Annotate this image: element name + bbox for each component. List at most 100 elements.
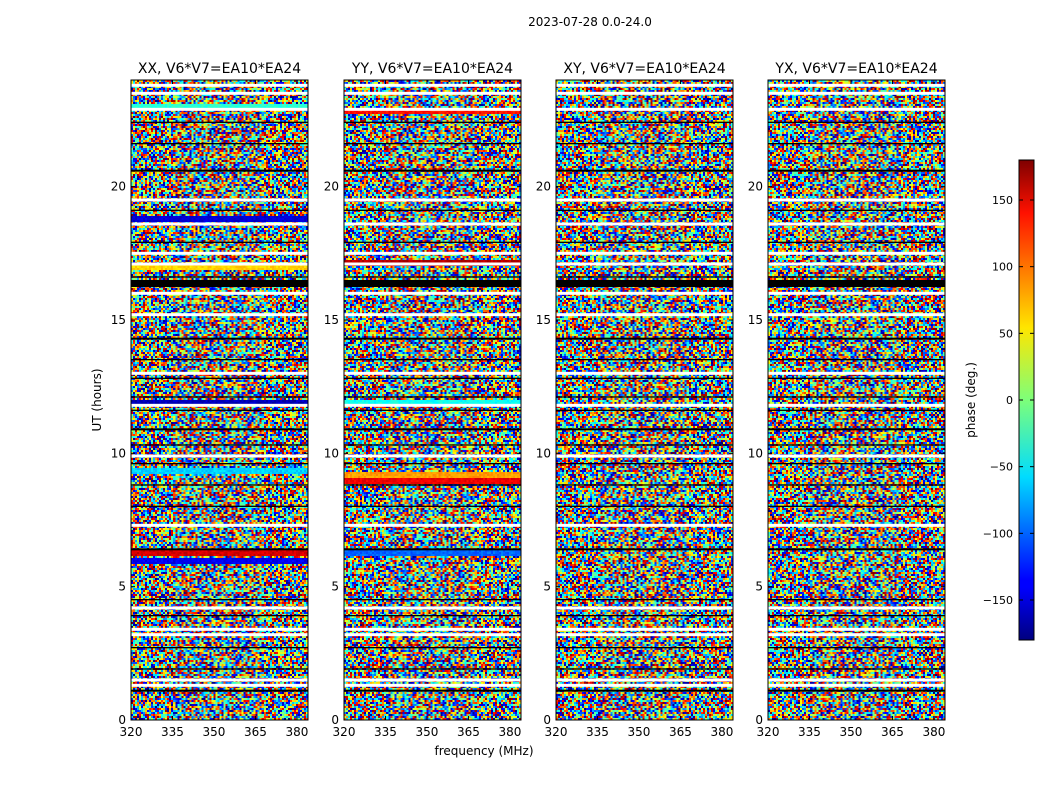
flag-black-row (344, 241, 521, 243)
flag-white-row (344, 633, 521, 637)
flag-black-row (131, 121, 308, 123)
panel-3: YX, V6*V7=EA10*EA24 320 335 350 365 380 0 5 10 15… (748, 61, 946, 739)
flag-white-row (556, 262, 733, 266)
flag-black-row (131, 615, 308, 617)
flag-black-row (768, 337, 945, 340)
x-tick-label: 320 (545, 725, 568, 739)
panel-2-frame (555, 79, 734, 721)
flag-white-row (344, 313, 521, 317)
y-tick-label: 20 (324, 180, 339, 194)
flag-black-row (556, 615, 733, 617)
flag-white-row (131, 291, 308, 295)
flag-white-row (344, 683, 521, 687)
flag-black-row (344, 337, 521, 340)
flag-white-row (556, 683, 733, 687)
y-tick-label: 0 (331, 713, 339, 727)
x-tick-label: 350 (416, 725, 439, 739)
flag-black-row (768, 359, 945, 361)
y-tick-label: 5 (543, 580, 551, 594)
flag-white-row (344, 403, 521, 407)
flag-black-row (344, 505, 521, 507)
y-tick-label: 0 (118, 713, 126, 727)
flag-black-row (131, 668, 308, 670)
flag-black-row (556, 396, 733, 398)
flag-white-row (131, 198, 308, 202)
colorbar-tick-label: 100 (992, 261, 1013, 274)
flag-white-row (131, 222, 308, 226)
flag-white-row (131, 403, 308, 407)
flag-black-band (768, 280, 945, 287)
flag-black-row (344, 463, 521, 465)
flag-white-row (556, 523, 733, 527)
flag-white-row (768, 523, 945, 527)
flag-white-row (556, 633, 733, 637)
flag-black-row (768, 668, 945, 670)
flag-white-row (344, 222, 521, 226)
flag-white-row (556, 313, 733, 317)
flag-black-row (344, 396, 521, 398)
x-tick-label: 320 (120, 725, 143, 739)
flag-white-row (768, 262, 945, 266)
flag-white-row (768, 627, 945, 631)
flag-white-row (768, 198, 945, 202)
colorbar-tick-label: −150 (983, 594, 1013, 607)
y-tick-label: 15 (748, 313, 763, 327)
flag-black-row (768, 276, 945, 278)
flag-black-row (131, 276, 308, 278)
flag-black-row (344, 143, 521, 145)
flag-white-row (344, 198, 521, 202)
flag-black-row (131, 143, 308, 145)
flag-black-row (131, 409, 308, 411)
flag-white-row (768, 83, 945, 87)
y-tick-label: 5 (118, 580, 126, 594)
flag-black-row (131, 463, 308, 465)
flag-black-row (344, 444, 521, 446)
flag-black-row (344, 668, 521, 670)
flag-white-row (344, 291, 521, 295)
flag-black-row (556, 209, 733, 211)
flag-black-row (344, 548, 521, 551)
flag-black-row (768, 444, 945, 446)
flag-black-row (556, 505, 733, 507)
colorbar-label: phase (deg.) (964, 362, 978, 438)
flag-black-row (556, 241, 733, 243)
flag-black-row (556, 444, 733, 446)
flag-white-row (768, 251, 945, 255)
flag-black-row (768, 241, 945, 243)
flag-black-row (131, 209, 308, 211)
x-tick-label: 380 (285, 725, 308, 739)
x-tick-label: 350 (628, 725, 651, 739)
y-tick-label: 10 (536, 446, 551, 460)
flag-black-row (556, 276, 733, 278)
flag-black-row (768, 484, 945, 486)
flag-white-row (131, 83, 308, 87)
flag-white-row (768, 291, 945, 295)
panel-1-phase-image (344, 80, 521, 720)
flag-white-row (768, 313, 945, 317)
flag-black-row (344, 359, 521, 361)
x-tick-label: 335 (161, 725, 184, 739)
flag-white-row (131, 633, 308, 637)
flag-white-row (768, 107, 945, 111)
flag-white-row (344, 262, 521, 266)
flag-black-row (768, 689, 945, 692)
flag-black-row (768, 599, 945, 601)
flag-black-row (768, 396, 945, 398)
flag-black-row (344, 409, 521, 411)
flag-black-row (344, 615, 521, 617)
y-tick-label: 15 (111, 313, 126, 327)
flag-black-row (556, 337, 733, 340)
flag-black-row (131, 505, 308, 507)
flag-white-row (768, 91, 945, 95)
flag-black-row (768, 409, 945, 411)
flag-black-row (131, 359, 308, 361)
colorbar-tick-label: 50 (999, 327, 1013, 340)
flag-white-row (768, 678, 945, 682)
flag-black-row (556, 599, 733, 601)
flag-white-row (344, 606, 521, 610)
flag-black-row (556, 548, 733, 551)
x-tick-label: 335 (798, 725, 821, 739)
y-tick-label: 5 (331, 580, 339, 594)
flag-black-band (344, 280, 521, 287)
flag-black-row (556, 121, 733, 123)
